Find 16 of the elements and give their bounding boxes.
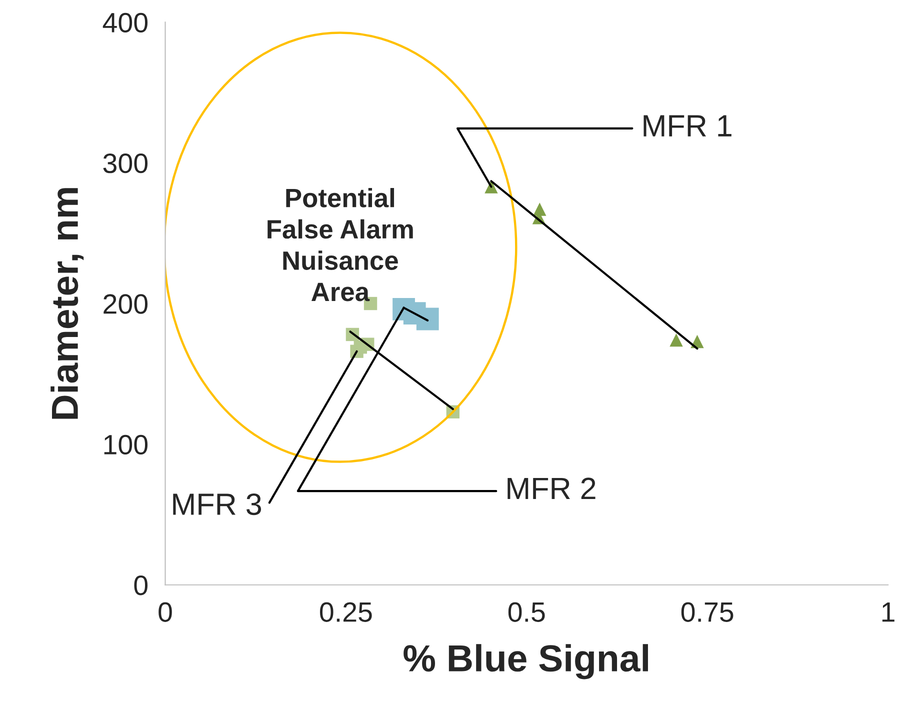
y-tick-label: 300	[103, 154, 148, 174]
annotation: MFR 2	[508, 478, 596, 499]
annotation: Potential False Alarm Nuisance Area	[268, 188, 413, 302]
x-tick-label: 0	[158, 602, 172, 622]
x-tick-label: 1	[882, 602, 894, 622]
y-axis-title: Diameter, nm	[50, 188, 84, 419]
y-tick-label: 400	[102, 12, 148, 33]
x-axis-title: % Blue Signal	[404, 644, 648, 680]
y-tick-label: 100	[104, 434, 148, 455]
x-tick-label: 0.75	[681, 602, 734, 622]
x-tick-label: 0.25	[320, 602, 372, 622]
x-tick-label: 0.5	[508, 602, 545, 622]
annotation: MFR 3	[173, 493, 262, 516]
annotation: MFR 1	[644, 115, 732, 136]
y-tick-label: 200	[104, 294, 148, 314]
y-tick-label: 0	[134, 576, 148, 596]
